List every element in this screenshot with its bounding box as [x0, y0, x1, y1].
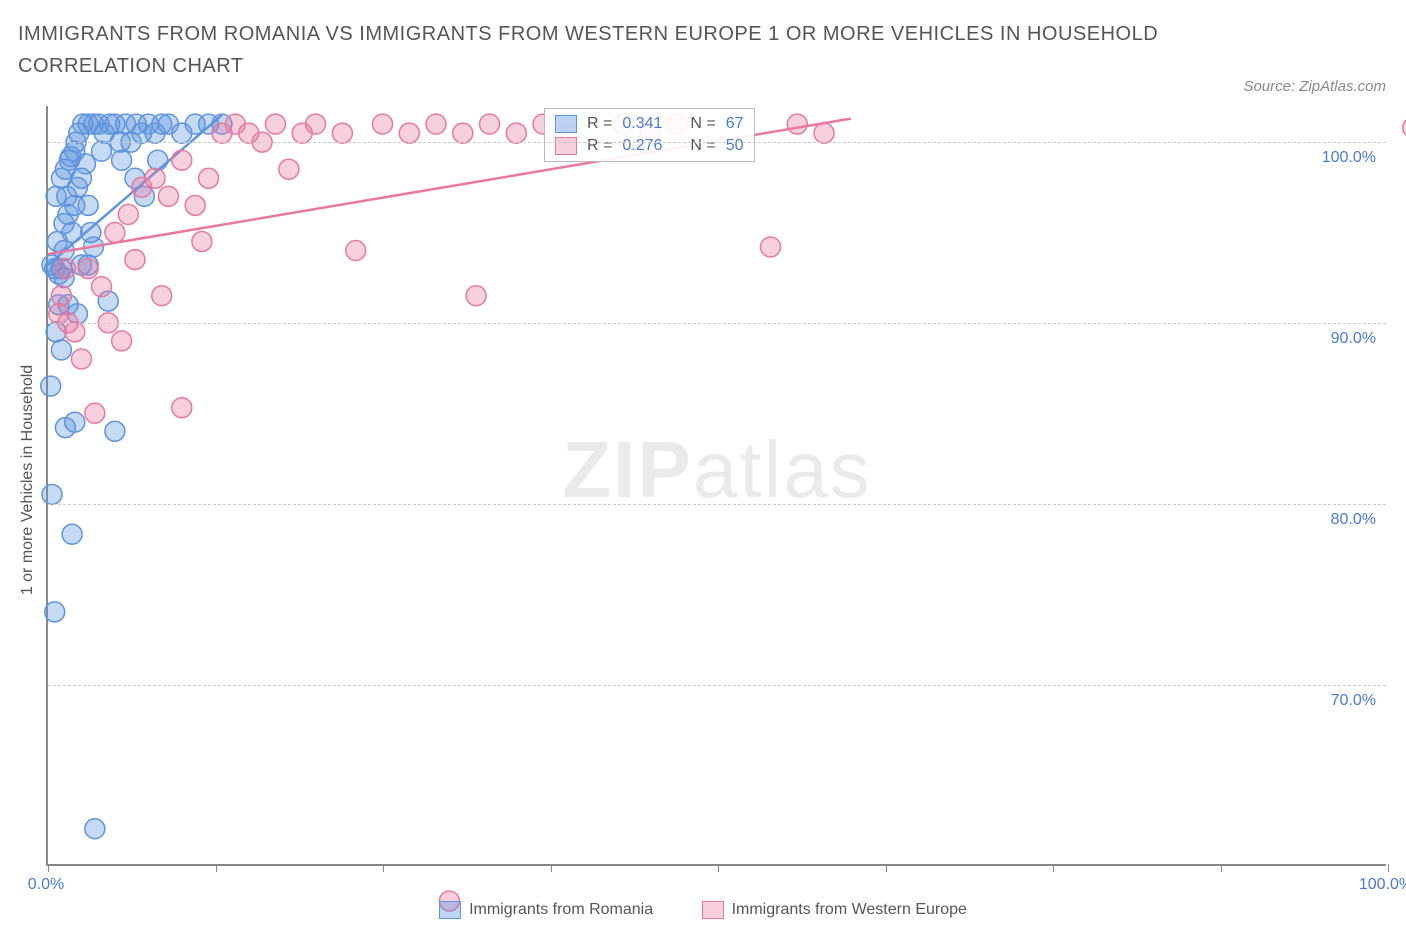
y-tick-label: 70.0%	[1331, 692, 1376, 710]
scatter-point	[45, 602, 65, 622]
scatter-point	[55, 259, 75, 279]
scatter-point	[466, 286, 486, 306]
swatch-blue-icon	[439, 901, 461, 919]
y-tick-label: 100.0%	[1322, 149, 1376, 167]
scatter-point	[787, 114, 807, 134]
x-tick	[216, 864, 217, 872]
y-tick-label: 80.0%	[1331, 511, 1376, 529]
source-attribution: Source: ZipAtlas.com	[1243, 78, 1386, 95]
x-tick-label: 100.0%	[1359, 876, 1406, 894]
scatter-point	[332, 123, 352, 143]
scatter-point	[85, 819, 105, 839]
scatter-point	[112, 150, 132, 170]
swatch-pink-icon	[555, 137, 577, 155]
x-tick	[1053, 864, 1054, 872]
r-value-romania: 0.341	[622, 115, 662, 133]
scatter-point	[78, 195, 98, 215]
scatter-point	[192, 232, 212, 252]
scatter-point	[118, 204, 138, 224]
scatter-point	[172, 398, 192, 418]
x-tick	[383, 864, 384, 872]
x-tick	[551, 864, 552, 872]
scatter-point	[172, 150, 192, 170]
scatter-point	[814, 123, 834, 143]
scatter-point	[92, 141, 112, 161]
scatter-point	[51, 340, 71, 360]
x-tick	[48, 864, 49, 872]
gridline	[48, 504, 1386, 505]
gridline	[48, 142, 1386, 143]
n-label: N =	[690, 115, 715, 133]
swatch-blue-icon	[555, 115, 577, 133]
x-tick-label: 0.0%	[28, 876, 64, 894]
legend-label-we: Immigrants from Western Europe	[732, 901, 967, 919]
scatter-point	[78, 259, 98, 279]
scatter-point	[199, 168, 219, 188]
scatter-point	[62, 524, 82, 544]
scatter-point	[148, 150, 168, 170]
gridline	[48, 323, 1386, 324]
r-value-we: 0.276	[622, 137, 662, 155]
r-label: R =	[587, 115, 612, 133]
scatter-point	[453, 123, 473, 143]
scatter-point	[105, 421, 125, 441]
chart-title: IMMIGRANTS FROM ROMANIA VS IMMIGRANTS FR…	[18, 18, 1286, 82]
legend-item-western-europe: Immigrants from Western Europe	[702, 901, 967, 919]
scatter-point	[152, 286, 172, 306]
scatter-point	[65, 412, 85, 432]
scatter-point	[41, 376, 61, 396]
scatter-point	[399, 123, 419, 143]
plot-area: ZIPatlas R = 0.341 N = 67 R = 0.276 N = …	[46, 106, 1386, 866]
scatter-point	[761, 237, 781, 257]
gridline	[48, 685, 1386, 686]
scatter-point	[71, 349, 91, 369]
scatter-point	[373, 114, 393, 134]
scatter-point	[158, 186, 178, 206]
scatter-point	[506, 123, 526, 143]
scatter-point	[426, 114, 446, 134]
legend-row-western-europe: R = 0.276 N = 50	[555, 135, 744, 157]
legend-row-romania: R = 0.341 N = 67	[555, 113, 744, 135]
scatter-point	[265, 114, 285, 134]
scatter-point	[145, 168, 165, 188]
scatter-point	[42, 484, 62, 504]
scatter-point	[346, 241, 366, 261]
scatter-point	[480, 114, 500, 134]
legend-bottom: Immigrants from Romania Immigrants from …	[0, 901, 1406, 924]
x-tick	[718, 864, 719, 872]
scatter-point	[51, 286, 71, 306]
scatter-point	[47, 232, 67, 252]
legend-label-romania: Immigrants from Romania	[469, 901, 653, 919]
y-axis-label: 1 or more Vehicles in Household	[19, 365, 37, 595]
n-label: N =	[690, 137, 715, 155]
legend-stats-box: R = 0.341 N = 67 R = 0.276 N = 50	[544, 108, 755, 162]
scatter-point	[279, 159, 299, 179]
x-tick	[886, 864, 887, 872]
scatter-point	[85, 403, 105, 423]
x-tick	[1221, 864, 1222, 872]
scatter-point	[306, 114, 326, 134]
scatter-point	[125, 250, 145, 270]
swatch-pink-icon	[702, 901, 724, 919]
scatter-point	[49, 304, 69, 324]
scatter-point	[46, 186, 66, 206]
r-label: R =	[587, 137, 612, 155]
scatter-point	[105, 222, 125, 242]
scatter-svg	[48, 106, 1386, 865]
scatter-point	[185, 195, 205, 215]
x-tick	[1388, 864, 1389, 872]
scatter-point	[112, 331, 132, 351]
y-tick-label: 90.0%	[1331, 330, 1376, 348]
n-value-we: 50	[726, 137, 744, 155]
n-value-romania: 67	[726, 115, 744, 133]
legend-item-romania: Immigrants from Romania	[439, 901, 653, 919]
scatter-point	[92, 277, 112, 297]
